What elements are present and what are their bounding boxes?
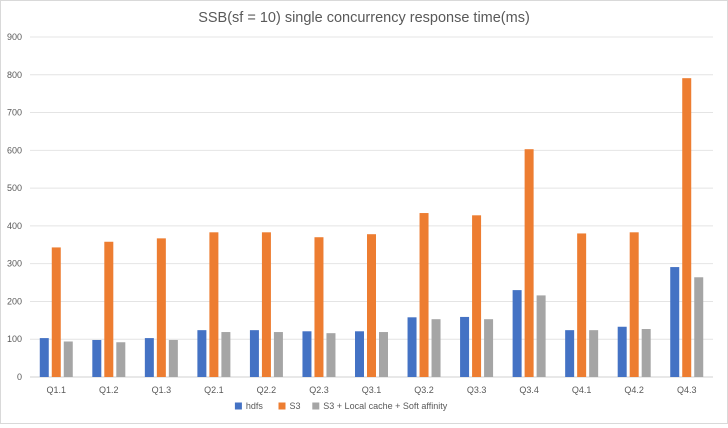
bar [168,339,178,377]
bar [197,330,207,377]
legend: hdfs S3 S3 + Local cache + Soft affinity [234,401,448,411]
x-axis-ticks: Q1.1 Q1.2 Q1.3 Q2.1 Q2.2 Q2.3 Q3.1 Q3.2 Q3.3 Q3.4… [47,385,697,395]
legend-swatch [312,402,320,410]
x-tick-label: Q4.2 [624,385,644,395]
bar [116,342,126,377]
bar [51,247,61,377]
chart-title: SSB(sf = 10) single concurrency response… [198,10,530,26]
bar [589,330,599,377]
bar [273,332,283,377]
bar [419,213,429,377]
bar [512,290,522,377]
x-tick-label: Q3.3 [467,385,487,395]
legend-label: S3 + Local cache + Soft affinity [323,401,447,411]
bar [63,341,73,377]
x-tick-label: Q2.1 [204,385,224,395]
x-tick-label: Q4.1 [572,385,592,395]
x-tick-label: Q1.2 [99,385,119,395]
bar [92,339,102,377]
bar [302,331,312,377]
bar [472,215,482,377]
x-tick-label: Q1.3 [152,385,172,395]
y-tick-label: 900 [7,32,22,42]
bar [431,319,441,377]
bar [39,338,49,377]
x-tick-label: Q2.2 [257,385,277,395]
legend-swatch [234,402,242,410]
bar [524,149,534,377]
bar [484,319,494,377]
bar [460,316,470,377]
x-tick-label: Q1.1 [47,385,67,395]
x-tick-label: Q2.3 [309,385,329,395]
bar [355,331,364,377]
bar [221,332,231,377]
gridlines [30,36,713,378]
bar [326,333,336,377]
bar [565,330,575,377]
bar [407,317,417,377]
y-tick-label: 700 [7,108,22,118]
bar [104,241,114,377]
x-tick-label: Q4.3 [677,385,697,395]
x-tick-label: Q3.2 [414,385,434,395]
bar [629,232,639,377]
y-tick-label: 100 [7,334,22,344]
y-axis-ticks: 0 100 200 300 400 500 600 700 800 900 [7,32,22,382]
bar [144,338,154,377]
bars [39,78,704,377]
bar [261,232,271,377]
y-tick-label: 200 [7,296,22,306]
x-tick-label: Q3.4 [519,385,539,395]
bar [694,277,704,377]
bar [617,326,627,377]
bar [314,237,324,377]
y-tick-label: 500 [7,183,22,193]
legend-label: hdfs [246,401,264,411]
x-tick-label: Q3.1 [362,385,382,395]
bar [209,232,219,377]
bar [641,329,651,377]
bar [249,330,259,377]
legend-swatch [278,402,286,410]
bar [379,332,388,377]
legend-label: S3 [290,401,301,411]
bar [682,78,692,377]
y-tick-label: 800 [7,70,22,80]
bar [577,233,587,377]
y-tick-label: 600 [7,145,22,155]
y-tick-label: 400 [7,221,22,231]
bar [156,238,166,377]
bar [536,295,546,377]
y-tick-label: 0 [17,372,22,382]
bar [670,267,680,377]
bar [367,234,376,377]
y-tick-label: 300 [7,259,22,269]
